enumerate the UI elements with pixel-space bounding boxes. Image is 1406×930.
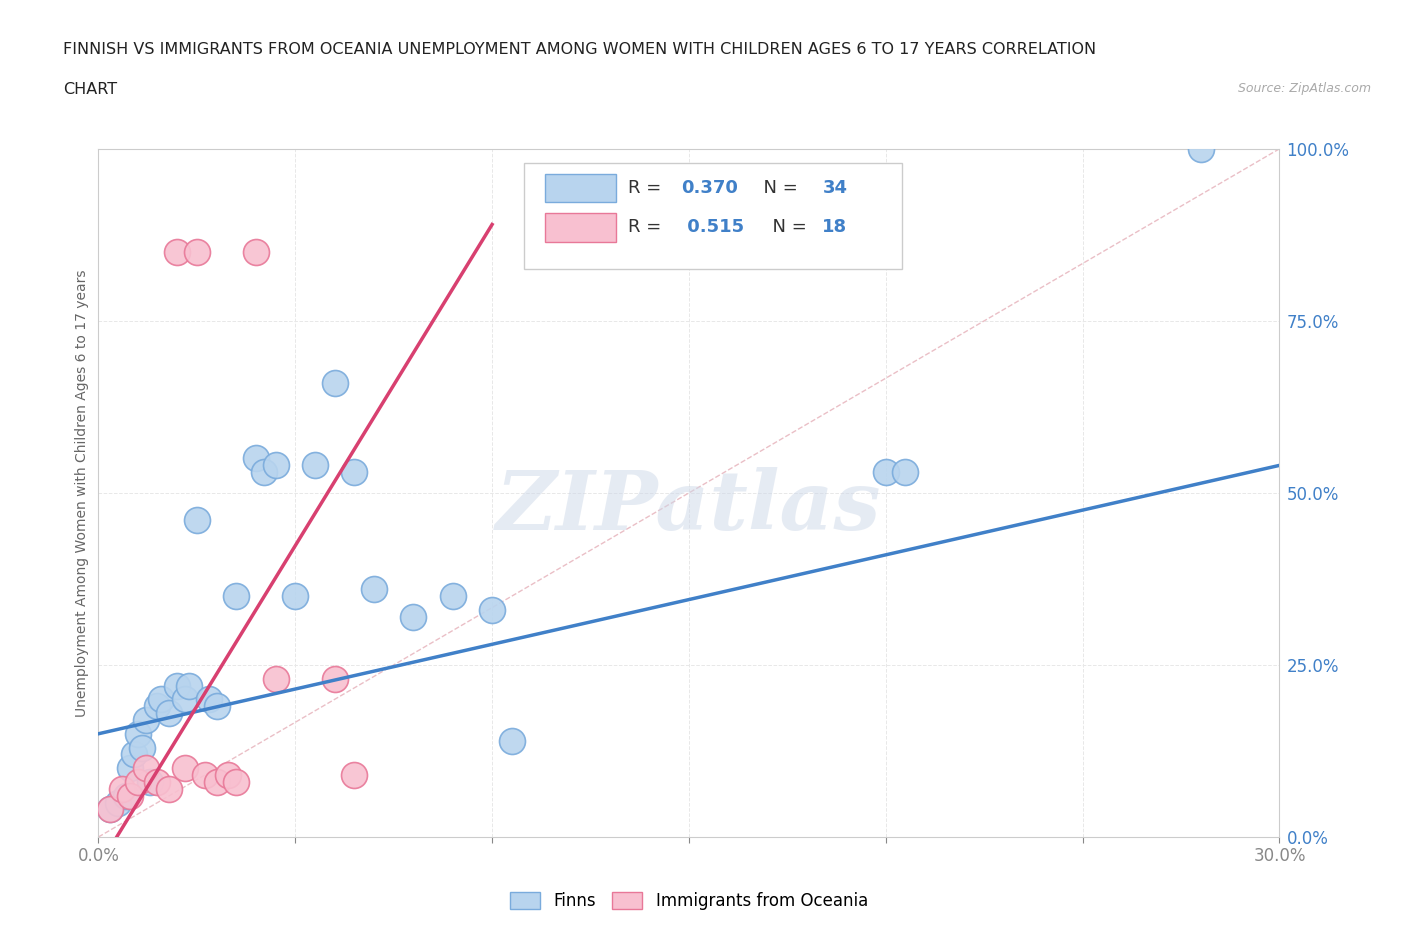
Point [197, 692, 219, 707]
Point [875, 465, 897, 480]
Point [186, 513, 208, 528]
Point [135, 712, 157, 727]
Point [245, 451, 267, 466]
Text: R =: R = [627, 219, 666, 236]
Point [146, 698, 169, 713]
Point [174, 761, 197, 776]
Point [253, 465, 276, 480]
Text: CHART: CHART [63, 82, 117, 97]
Point [194, 767, 217, 782]
Point [146, 775, 169, 790]
Point [157, 781, 180, 796]
Text: 18: 18 [823, 219, 848, 236]
Point [343, 465, 366, 480]
Point [138, 775, 160, 790]
Point [115, 789, 138, 804]
Text: Source: ZipAtlas.com: Source: ZipAtlas.com [1237, 82, 1371, 95]
Point [481, 603, 503, 618]
Legend: Finns, Immigrants from Oceania: Finns, Immigrants from Oceania [502, 884, 876, 918]
Point [245, 245, 267, 259]
Point [111, 781, 134, 796]
Point [264, 671, 287, 686]
Point [186, 245, 208, 259]
Point [98, 802, 121, 817]
Text: ZIPatlas: ZIPatlas [496, 467, 882, 547]
Point [127, 726, 149, 741]
Point [157, 706, 180, 721]
Text: 0.370: 0.370 [681, 179, 738, 197]
Point [98, 802, 121, 817]
Point [135, 761, 157, 776]
Text: N =: N = [761, 219, 813, 236]
Point [177, 678, 200, 693]
Point [363, 582, 385, 597]
Point [501, 733, 523, 748]
Point [150, 692, 173, 707]
Point [225, 775, 247, 790]
Point [166, 245, 188, 259]
Point [174, 692, 197, 707]
Point [166, 678, 188, 693]
Point [118, 789, 141, 804]
Text: R =: R = [627, 179, 666, 197]
Text: N =: N = [752, 179, 803, 197]
Text: 0.515: 0.515 [681, 219, 744, 236]
Point [131, 740, 153, 755]
Point [264, 458, 287, 472]
Point [894, 465, 917, 480]
Bar [546, 213, 616, 242]
Point [323, 671, 346, 686]
Point [402, 609, 425, 624]
Point [205, 698, 228, 713]
Text: 34: 34 [823, 179, 848, 197]
Point [323, 376, 346, 391]
Point [217, 767, 239, 782]
Point [1189, 141, 1212, 156]
Point [343, 767, 366, 782]
Point [284, 589, 307, 604]
Y-axis label: Unemployment Among Women with Children Ages 6 to 17 years: Unemployment Among Women with Children A… [76, 269, 90, 717]
Point [304, 458, 326, 472]
Point [122, 747, 145, 762]
Point [205, 775, 228, 790]
Point [225, 589, 247, 604]
Text: FINNISH VS IMMIGRANTS FROM OCEANIA UNEMPLOYMENT AMONG WOMEN WITH CHILDREN AGES 6: FINNISH VS IMMIGRANTS FROM OCEANIA UNEMP… [63, 42, 1097, 57]
Point [118, 761, 141, 776]
Bar [546, 174, 616, 203]
Point [107, 795, 129, 810]
Point [127, 775, 149, 790]
FancyBboxPatch shape [523, 163, 901, 270]
Point [441, 589, 464, 604]
